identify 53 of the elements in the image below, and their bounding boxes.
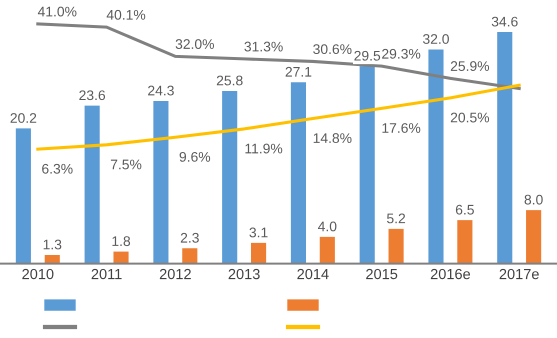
data-label: 6.3%	[42, 164, 73, 174]
data-label: 25.9%	[450, 61, 490, 72]
bar	[290, 82, 306, 264]
data-label: 31.3%	[244, 42, 283, 52]
data-label: 1.3	[44, 240, 62, 250]
bar	[182, 248, 198, 264]
data-label: 6.5	[456, 204, 474, 215]
data-label: 9.6%	[180, 152, 210, 162]
bar	[153, 100, 168, 264]
data-label: 32.0	[422, 34, 449, 44]
bar	[457, 220, 472, 264]
x-tick-label: 2017e	[500, 268, 539, 280]
bar	[526, 210, 542, 264]
x-tick-label: 2013	[228, 268, 260, 280]
bar	[360, 66, 375, 264]
data-label: 29.3%	[382, 48, 420, 59]
data-label: 8.0	[524, 194, 543, 205]
data-label: 23.6	[79, 90, 106, 100]
bar	[16, 128, 31, 264]
data-label: 25.8	[216, 76, 243, 86]
data-label: 5.2	[386, 213, 406, 224]
x-tick-label: 2016e	[430, 268, 470, 280]
x-tick-label: 2015	[366, 268, 398, 280]
data-label: 27.1	[286, 66, 312, 77]
data-label: 3.1	[249, 228, 268, 238]
data-label: 2.3	[180, 232, 199, 243]
data-label: 29.5	[354, 50, 380, 61]
x-tick-label: 2011	[92, 268, 122, 280]
data-label: 24.3	[148, 86, 174, 96]
data-label: 41.0%	[38, 6, 76, 16]
bar	[84, 106, 100, 264]
data-label: 11.9%	[245, 144, 282, 154]
bar	[388, 228, 404, 264]
data-label: 14.8%	[314, 133, 352, 144]
data-label: 32.0%	[176, 39, 214, 49]
data-label: 1.8	[112, 236, 130, 246]
bar	[320, 236, 335, 264]
bar	[428, 49, 444, 264]
data-label: 30.6%	[313, 44, 352, 54]
data-label: 34.6	[492, 16, 518, 27]
data-label: 20.5%	[450, 112, 490, 122]
bar	[222, 90, 238, 264]
x-tick-label: 2012	[160, 268, 191, 280]
data-label: 17.6%	[382, 123, 420, 133]
bar	[250, 242, 266, 264]
bar	[497, 32, 512, 264]
data-label: 40.1%	[106, 10, 146, 20]
x-tick-label: 2014	[297, 268, 329, 280]
data-label: 7.5%	[110, 160, 142, 170]
x-tick-label: 2010	[22, 268, 54, 280]
data-label: 4.0	[318, 222, 336, 232]
bar	[113, 252, 129, 264]
data-label: 20.2	[10, 113, 36, 123]
